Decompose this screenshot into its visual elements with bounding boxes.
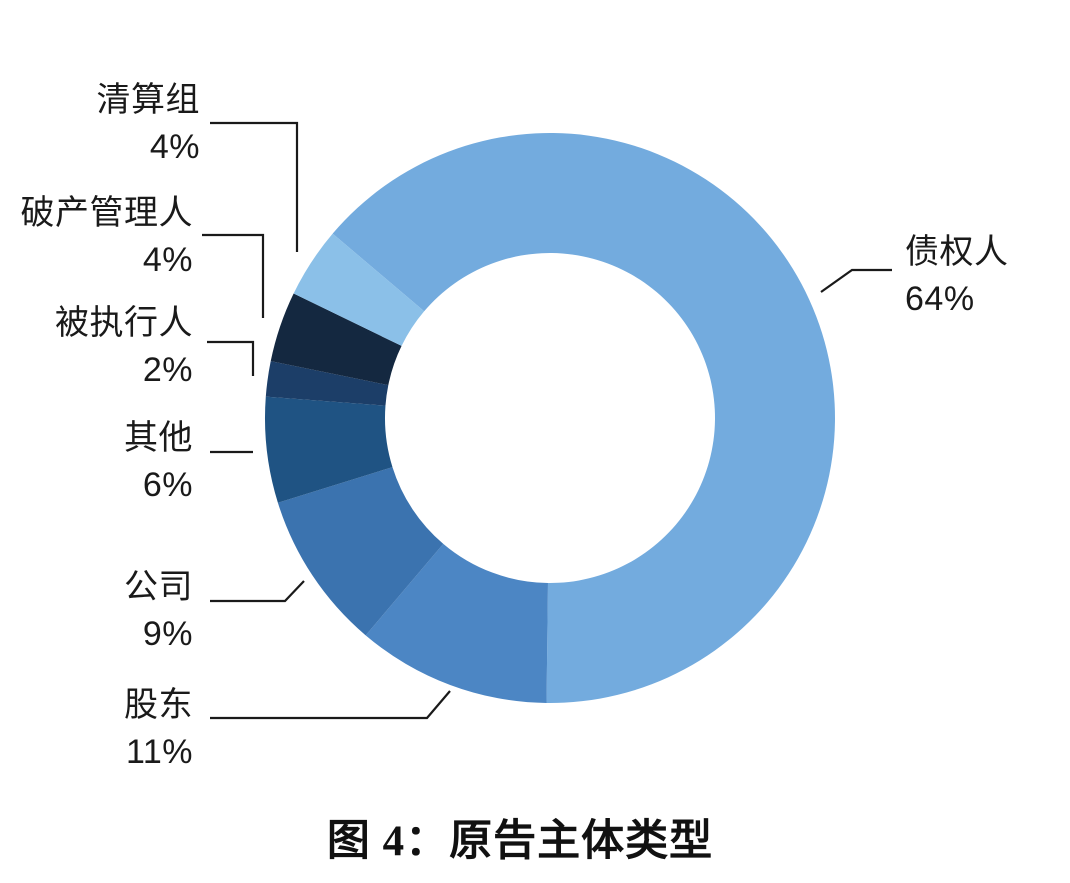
leader-line-shareholder — [210, 690, 451, 720]
leader-line-liquidation-group — [210, 121, 299, 252]
leader-line-creditor — [820, 268, 892, 293]
callout-other: 其他 6% — [124, 415, 193, 509]
callout-percent-value: 6% — [142, 466, 193, 504]
leader-line-company — [210, 580, 305, 603]
leader-line-bankruptcy-administrator — [202, 233, 265, 318]
callout-category-label: 清算组 — [96, 81, 200, 119]
slice-company — [277, 467, 444, 636]
callout-category-label: 股东 — [124, 686, 193, 724]
callout-bankruptcy-administrator: 破产管理人 4% — [21, 190, 194, 284]
callout-category-label: 其他 — [124, 419, 193, 457]
slice-liquidation-group — [293, 233, 425, 346]
callout-percent-value: 4% — [142, 241, 193, 279]
callout-category-label: 被执行人 — [55, 304, 193, 342]
callout-creditor: 债权人 64% — [905, 229, 1009, 323]
slice-bankruptcy-administrator — [270, 293, 402, 386]
callout-percent-value: 4% — [149, 128, 200, 166]
slice-shareholder — [365, 543, 548, 703]
callout-judgment-debtor: 被执行人 2% — [55, 300, 193, 394]
callout-company: 公司 9% — [124, 564, 193, 658]
callout-shareholder: 股东 11% — [124, 682, 193, 776]
callout-percent-value: 11% — [125, 733, 193, 771]
callout-percent-value: 64% — [905, 280, 975, 318]
callout-percent-value: 2% — [142, 351, 193, 389]
figure-caption: 图 4：原告主体类型 — [326, 818, 714, 865]
leader-line-judgment-debtor — [207, 340, 255, 376]
callout-liquidation-group: 清算组 4% — [97, 77, 201, 171]
callout-category-label: 破产管理人 — [20, 194, 193, 232]
callout-category-label: 公司 — [124, 568, 193, 606]
callout-percent-value: 9% — [142, 615, 193, 653]
slice-other — [264, 396, 393, 503]
slice-judgment-debtor — [265, 361, 389, 406]
callout-category-label: 债权人 — [905, 233, 1009, 271]
slice-creditor — [332, 133, 835, 704]
